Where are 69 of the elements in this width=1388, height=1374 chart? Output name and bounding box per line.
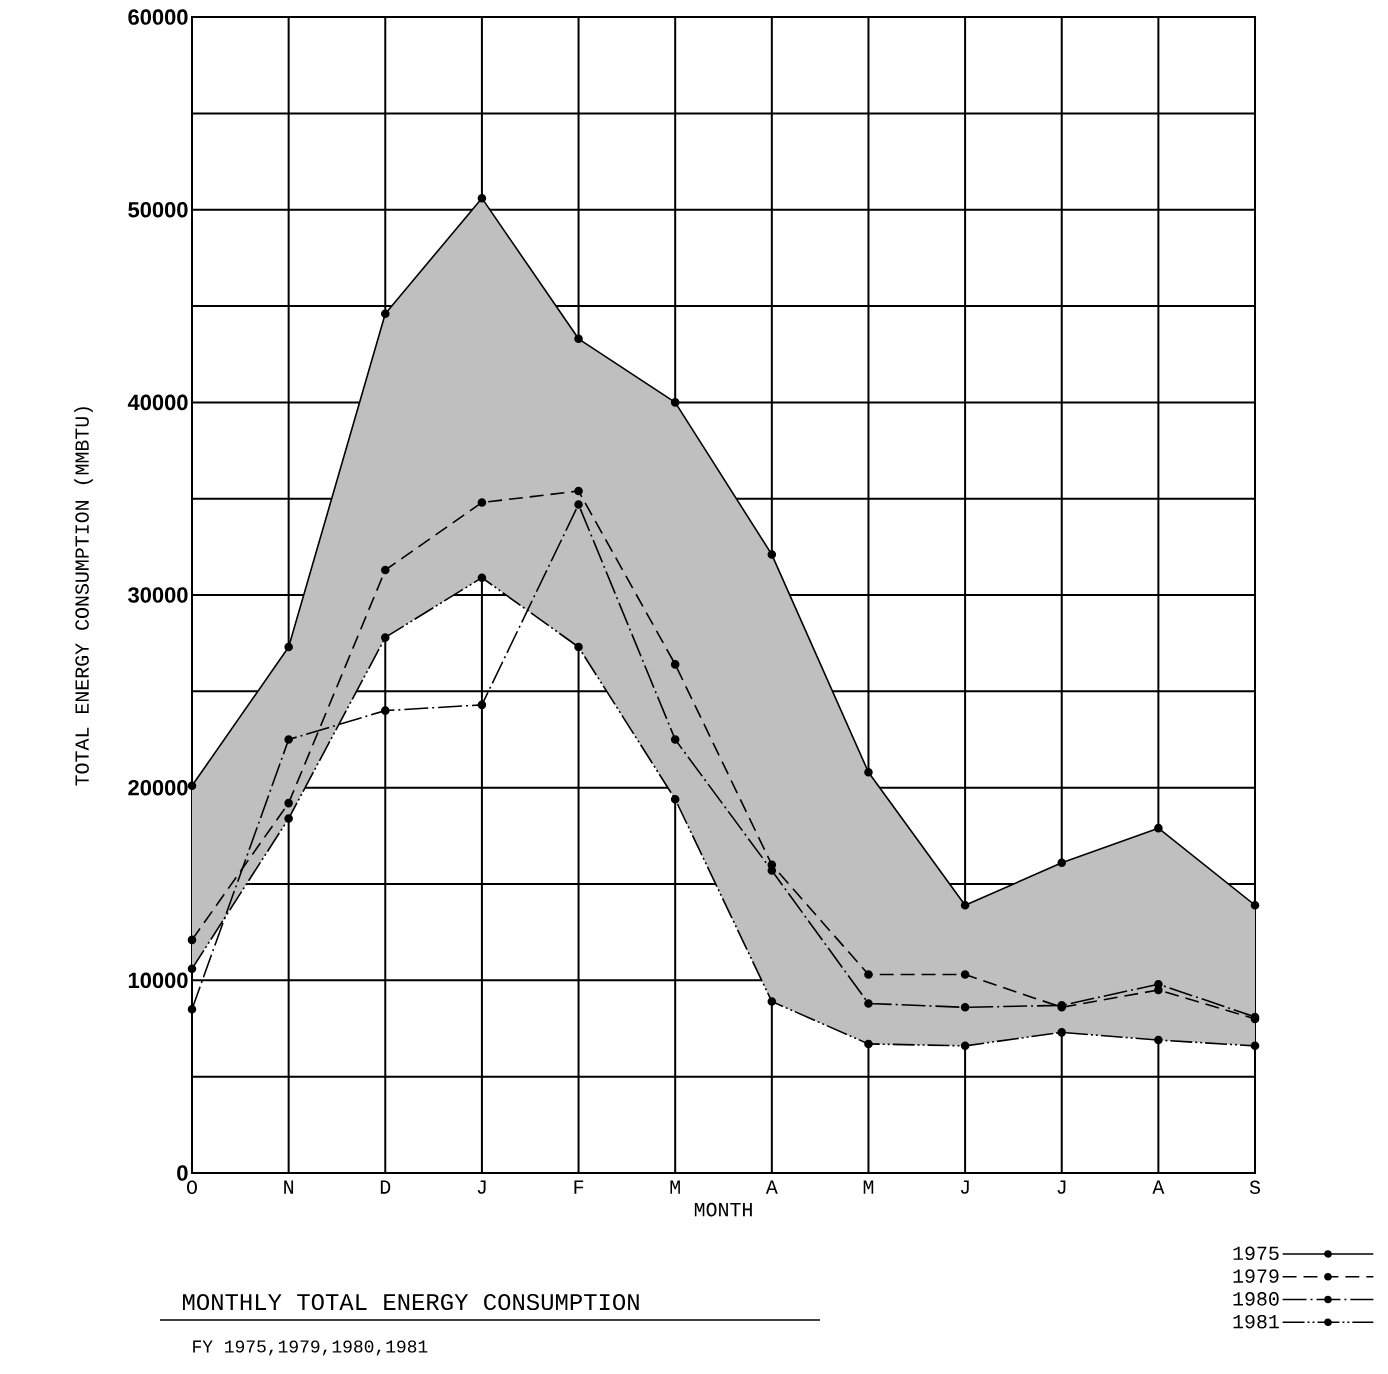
point [864,1039,873,1049]
x-tick-label: J [477,1180,486,1194]
point [284,642,293,652]
x-tick-label: S [1249,1180,1260,1195]
point [187,935,197,945]
point [960,1003,970,1012]
point [380,633,390,642]
x-tick-label: F [574,1180,584,1194]
y-axis-title: TOTAL ENERGY CONSUMPTION (MMBTU) [74,407,93,786]
point [380,309,390,319]
x-tick-label: A [765,1180,778,1194]
point [1057,858,1067,868]
point [477,498,487,507]
x-tick-label: J [960,1180,969,1194]
point [1250,900,1260,910]
x-axis-title: MONTH [694,1202,752,1217]
y-tick-label: 0 [177,1165,188,1181]
point [284,735,293,744]
legend-label: 1975 [1233,1246,1279,1261]
x-tick-label: M [670,1180,680,1194]
x-tick-label: M [863,1180,874,1194]
point [574,486,583,496]
x-tick-label: O [187,1180,197,1195]
point [187,1004,197,1014]
x-tick-label: D [380,1180,391,1194]
text: FY 1975,1979,1980,1981 [193,1340,428,1356]
y-tick-label: 20000 [128,779,188,796]
legend-label: 1980 [1233,1292,1279,1306]
point [574,642,583,652]
y-tick-label: 10000 [128,972,188,989]
point [670,660,680,669]
y-tick-label: 30000 [128,587,188,603]
point [960,1041,970,1051]
point [960,900,970,910]
point [187,781,197,791]
point [864,999,873,1008]
point [670,794,680,804]
point [380,565,390,575]
point [1154,823,1163,833]
point [960,970,970,979]
point [670,398,680,407]
x-tick-label: J [1057,1180,1066,1194]
point [1057,1028,1067,1037]
point [864,767,873,777]
point [1250,1041,1260,1051]
point [1154,979,1163,989]
point [380,706,390,715]
point [670,735,680,744]
x-tick-label: N [284,1180,294,1194]
point [767,866,777,875]
point [767,997,777,1006]
point [477,193,487,203]
point [284,798,293,808]
x-tick-label: A [1152,1180,1165,1194]
point [1154,1035,1163,1045]
legend-label: 1979 [1233,1269,1279,1283]
y-tick-label: 40000 [127,394,188,411]
point [574,500,583,509]
point [477,573,487,582]
text: MONTHLY TOTAL ENERGY CONSUMPTION [183,1293,639,1311]
y-tick-label: 50000 [128,201,188,218]
point [477,700,487,710]
y-tick-label: 60000 [128,9,188,25]
point [767,550,777,559]
point [574,334,583,344]
point [864,970,873,979]
legend-label: 1981 [1233,1314,1279,1329]
point [187,964,197,974]
point [284,814,293,823]
